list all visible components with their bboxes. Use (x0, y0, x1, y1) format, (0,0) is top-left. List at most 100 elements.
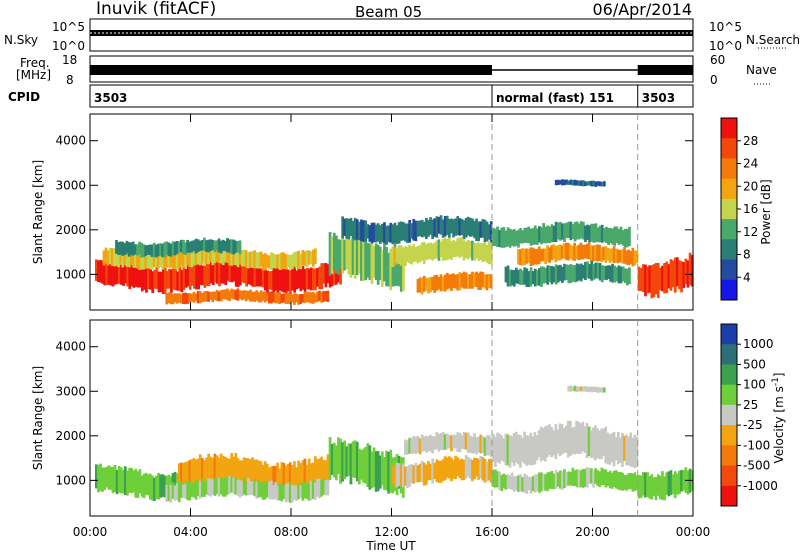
heatmap-cell (230, 476, 233, 493)
heatmap-cell (577, 223, 581, 240)
heatmap-cell (471, 240, 474, 261)
heatmap-cell (600, 428, 603, 459)
heatmap-cell (656, 262, 660, 298)
heatmap-cell (410, 246, 413, 265)
heatmap-cell (293, 266, 296, 293)
heatmap-cell (188, 293, 192, 303)
heatmap-cell (159, 251, 162, 268)
heatmap-cell (291, 254, 294, 270)
heatmap-cell (583, 426, 587, 453)
heatmap-cell (583, 468, 587, 487)
colorbar-tick-label: 4 (743, 270, 751, 284)
heatmap-cell (533, 268, 537, 287)
heatmap-cell (605, 226, 608, 243)
heatmap-cell (228, 458, 231, 482)
heatmap-cell (479, 434, 483, 454)
heatmap-cell (515, 476, 518, 491)
heatmap-cell (129, 242, 133, 256)
heatmap-cell (441, 239, 445, 261)
heatmap-cell (489, 242, 493, 265)
heatmap-cell (494, 469, 497, 488)
heatmap-cell (614, 248, 618, 263)
heatmap-cell (608, 470, 612, 489)
heatmap-cell (295, 485, 298, 501)
heatmap-cell (301, 482, 305, 501)
heatmap-cell (194, 248, 198, 266)
heatmap-cell (228, 476, 231, 494)
colorbar-swatch (721, 485, 737, 507)
cpid-change-markers (491, 114, 639, 516)
heatmap-cell (402, 222, 405, 241)
heatmap-cell (435, 459, 439, 482)
heatmap-cell (581, 421, 585, 452)
heatmap-cell (523, 227, 527, 243)
heatmap-cell (145, 268, 148, 293)
heatmap-cell (131, 250, 135, 268)
heatmap-cell (205, 457, 208, 482)
heatmap-cell (297, 294, 300, 305)
heatmap-cell (314, 456, 317, 486)
heatmap-cell (138, 264, 142, 288)
heatmap-cell (211, 479, 215, 495)
heatmap-cell (529, 476, 533, 494)
heatmap-cell (479, 271, 483, 290)
heatmap-cell (228, 247, 231, 266)
heatmap-cell (552, 473, 556, 490)
heatmap-cell (251, 251, 254, 268)
heatmap-cell (684, 258, 688, 285)
heatmap-cell (642, 472, 645, 496)
heatmap-cell (232, 477, 236, 494)
heatmap-cell (201, 248, 204, 264)
heatmap-cell (280, 462, 284, 493)
heatmap-cell (606, 432, 610, 465)
heatmap-cell (299, 485, 303, 499)
heatmap-cell (569, 244, 572, 259)
heatmap-cell (590, 468, 593, 484)
heatmap-cell (234, 453, 238, 487)
heatmap-cell (448, 456, 451, 479)
heatmap-cell (159, 474, 162, 498)
heatmap-cell (219, 477, 223, 495)
heatmap-cell (343, 239, 346, 271)
heatmap-cell (587, 242, 591, 260)
heatmap-cell (579, 263, 583, 282)
heatmap-cell (608, 434, 612, 465)
heatmap-cell (244, 290, 248, 302)
heatmap-cell (437, 276, 441, 290)
heatmap-cell (540, 227, 543, 245)
heatmap-cell (616, 432, 620, 465)
heatmap-cell (439, 433, 443, 450)
heatmap-cell (393, 222, 397, 244)
heatmap-cell (220, 263, 223, 284)
heatmap-cell (590, 386, 594, 393)
heatmap-cell (431, 458, 434, 484)
heatmap-cell (312, 268, 315, 291)
heatmap-cell (477, 436, 480, 453)
heatmap-cell (184, 253, 187, 268)
heatmap-cell (487, 241, 491, 265)
colorbar-swatch (721, 364, 737, 386)
heatmap-cell (236, 458, 240, 482)
heatmap-cell (399, 465, 403, 486)
heatmap-cell (244, 481, 248, 496)
heatmap-cell (303, 458, 307, 493)
heatmap-cell (452, 460, 455, 479)
heatmap-cell (616, 249, 620, 264)
heatmap-cell (575, 386, 579, 392)
heatmap-cell (309, 292, 313, 304)
heatmap-cell (330, 443, 334, 475)
heatmap-cell (612, 246, 616, 263)
heatmap-cell (471, 460, 474, 482)
heatmap-cell (529, 432, 533, 466)
heatmap-cell (460, 273, 464, 288)
heatmap-cell (288, 255, 292, 270)
heatmap-cell (209, 479, 212, 497)
heatmap-cell (132, 470, 135, 493)
heatmap-cell (431, 277, 434, 291)
heatmap-cell (583, 244, 587, 259)
heatmap-cell (182, 293, 185, 304)
heatmap-cell (581, 244, 585, 260)
heatmap-cell (552, 244, 556, 260)
heatmap-cell (207, 453, 210, 482)
heatmap-cell (582, 180, 585, 187)
